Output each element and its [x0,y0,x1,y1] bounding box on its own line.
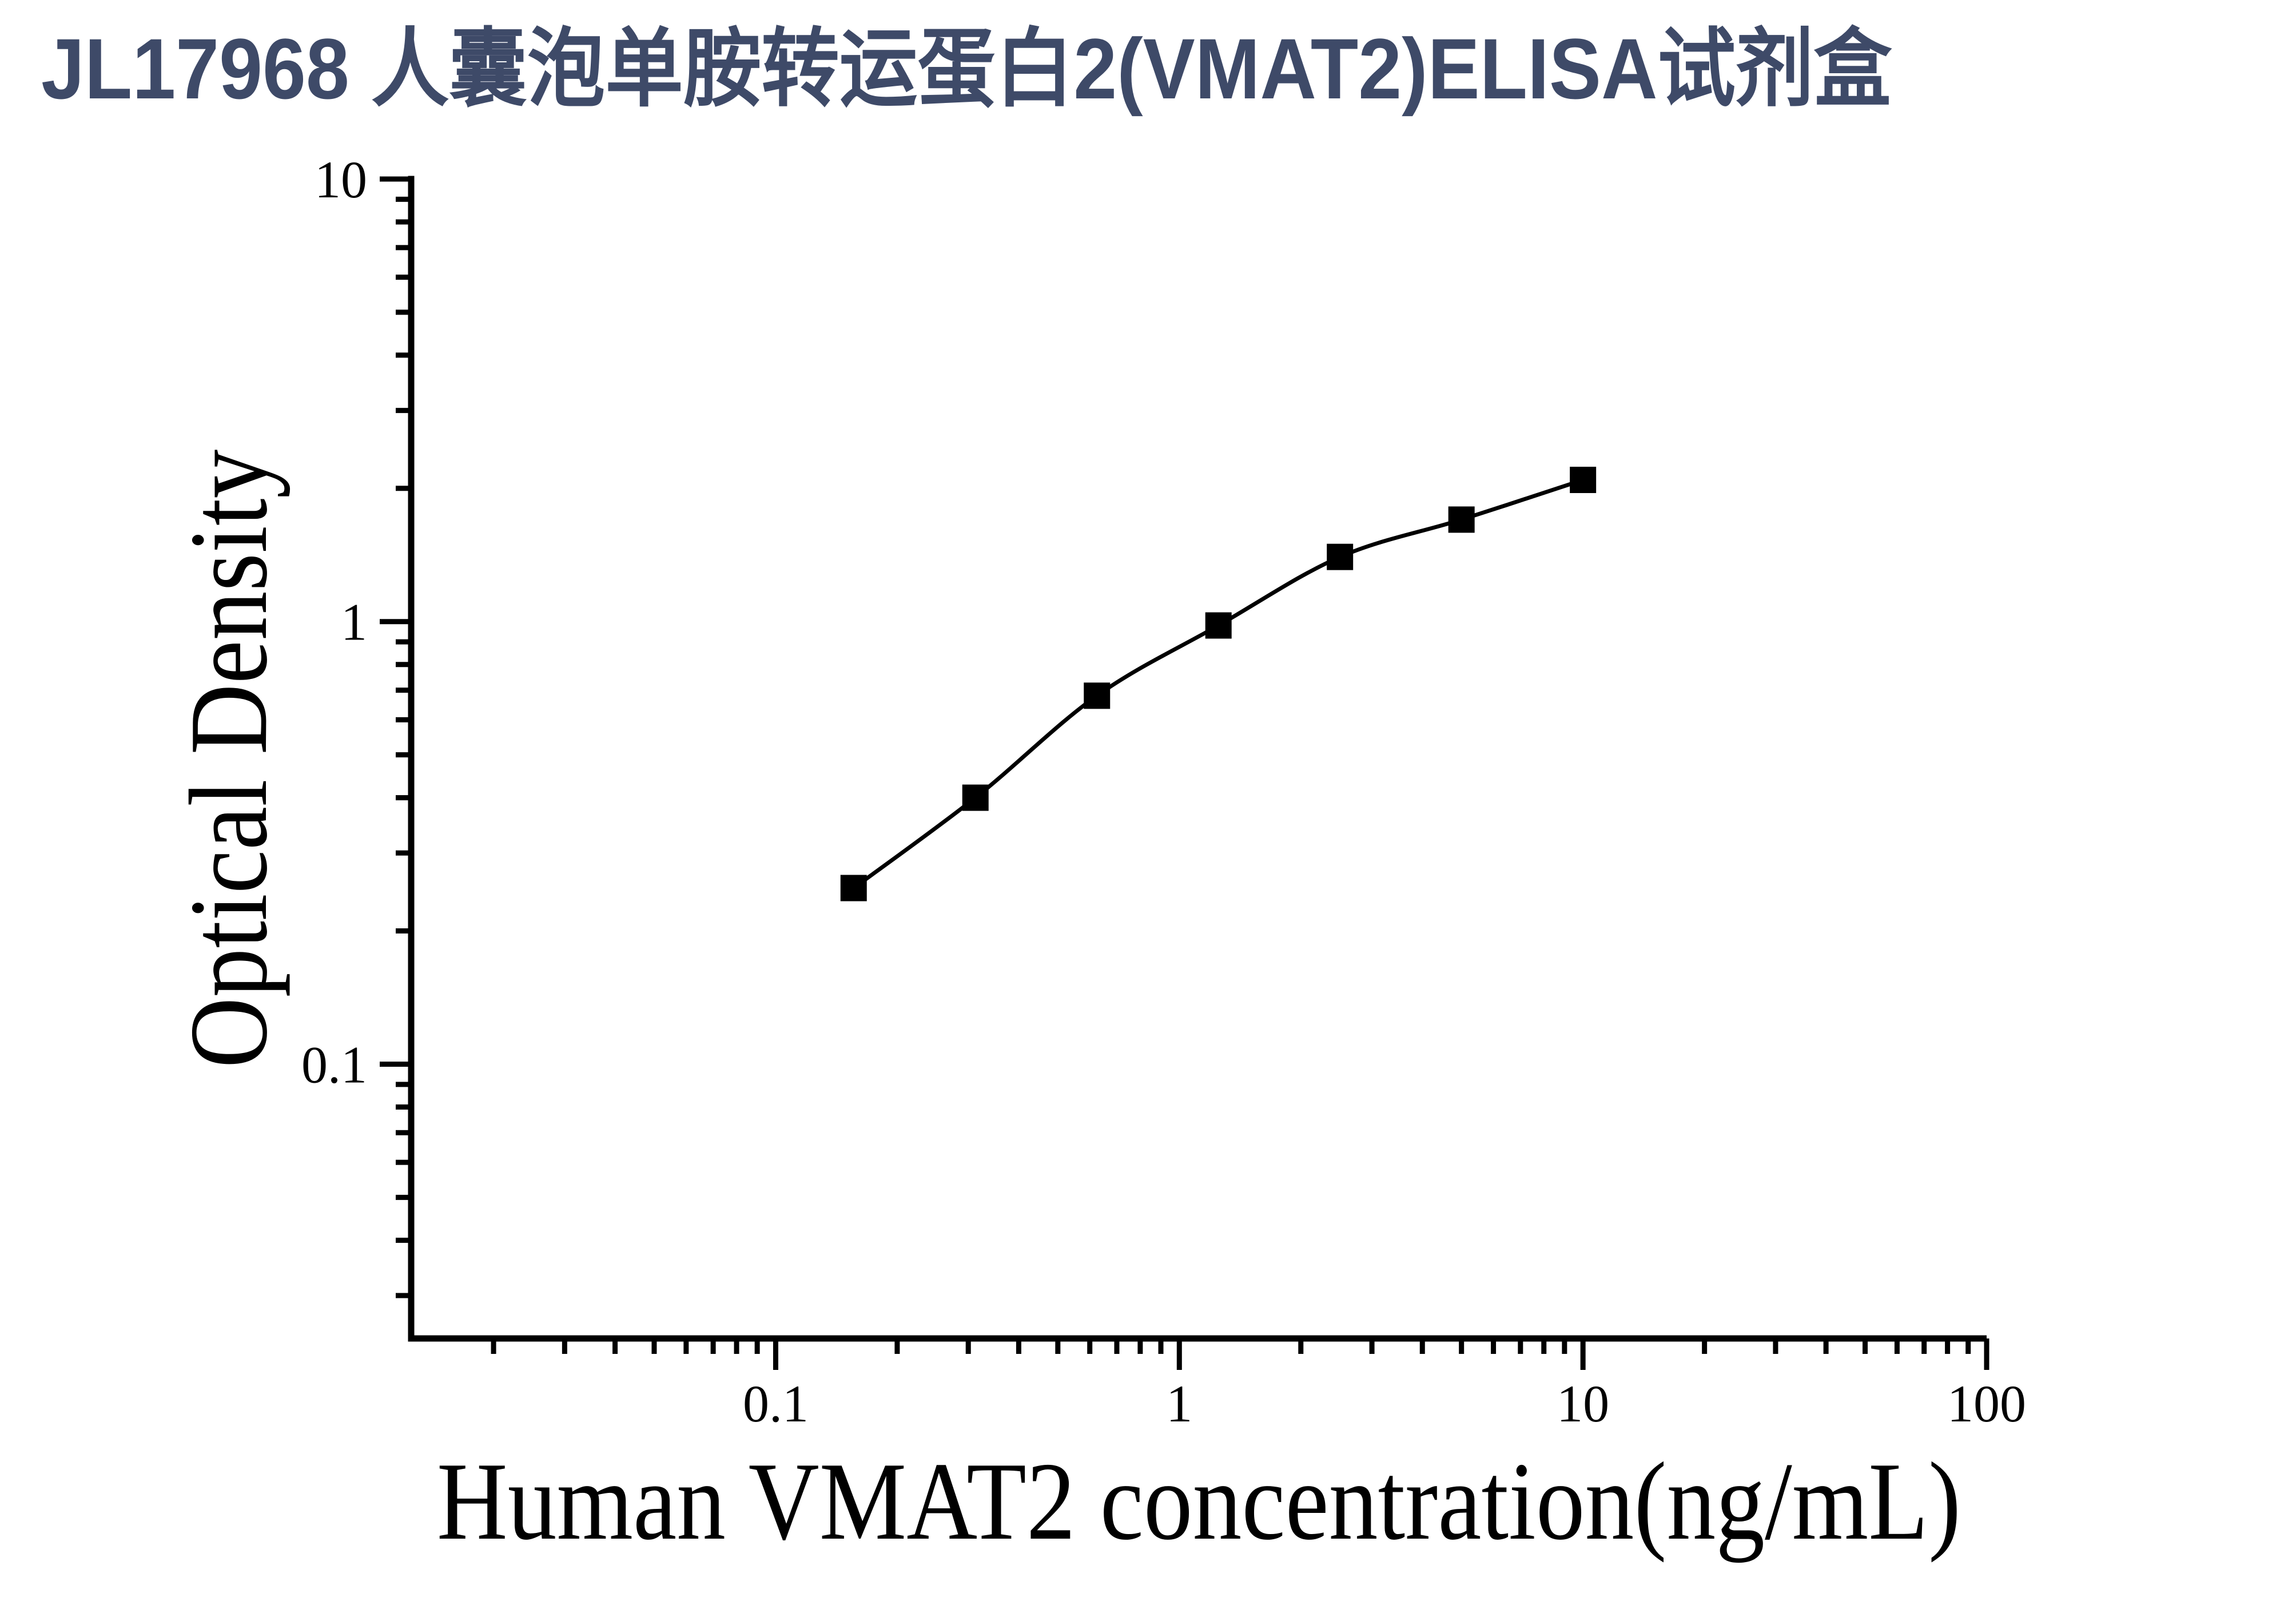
data-point-marker [1570,467,1597,494]
y-axis-title: Optical Density [166,449,291,1068]
chart-title: JL17968 人囊泡单胺转运蛋白2(VMAT2)ELISA试剂盒 [41,17,2075,120]
data-point-marker [1448,506,1475,533]
y-tick-label: 0.1 [301,1035,367,1094]
data-point-marker [962,784,989,811]
fit-curve [852,478,1584,890]
data-point-marker [1205,612,1232,639]
x-tick-label: 1 [1166,1374,1192,1433]
x-tick-label: 0.1 [743,1374,809,1433]
data-point-marker [1327,543,1354,570]
y-tick-label: 1 [341,593,367,651]
axis-spine [408,176,1987,1342]
data-point-marker [1084,682,1111,709]
x-tick-label: 100 [1947,1374,2026,1433]
data-point-marker [840,875,867,901]
x-axis-title: Human VMAT2 concentration(ng/mL) [437,1439,1961,1563]
chart-title-text: JL17968 人囊泡单胺转运蛋白2(VMAT2)ELISA试剂盒 [41,21,1892,117]
x-tick-label: 10 [1557,1374,1609,1433]
y-tick-label: 10 [315,150,367,209]
